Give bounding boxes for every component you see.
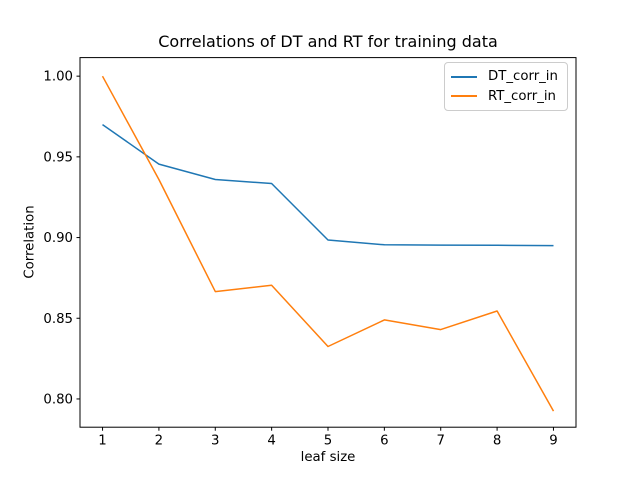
axes-spines [79,57,577,428]
y-tick-label: 0.85 [43,312,73,327]
x-tick-label: 3 [211,434,219,449]
x-tick-label: 4 [267,434,275,449]
line-DT_corr_in [102,123,554,247]
legend-label-rt-corr-in: RT_corr_in [488,88,556,104]
x-tick-label: 8 [493,434,501,449]
y-axis-label: Correlation [22,205,38,279]
legend-item-dt-corr-in: DT_corr_in [451,67,562,87]
line-RT_corr_in [101,75,555,412]
x-tick-label: 1 [98,434,106,449]
legend-label-dt-corr-in: DT_corr_in [488,69,558,85]
x-tick-label: 6 [380,434,388,449]
y-tick-label: 0.80 [43,392,73,407]
legend: DT_corr_in RT_corr_in [444,62,568,111]
x-tick-label: 7 [436,434,444,449]
x-tick-label: 2 [155,434,163,449]
x-tick-label: 5 [324,434,332,449]
y-tick-label: 1.00 [43,70,73,85]
y-tick-label: 0.90 [43,231,73,246]
dt-line-sample [451,75,477,78]
rt-line-sample [451,95,477,98]
x-axis-label: leaf size [300,450,356,465]
y-tick-label: 0.95 [43,150,73,165]
legend-item-rt-corr-in: RT_corr_in [451,87,562,107]
chart-title: Correlations of DT and RT for training d… [158,32,498,51]
x-tick-label: 9 [549,434,557,449]
